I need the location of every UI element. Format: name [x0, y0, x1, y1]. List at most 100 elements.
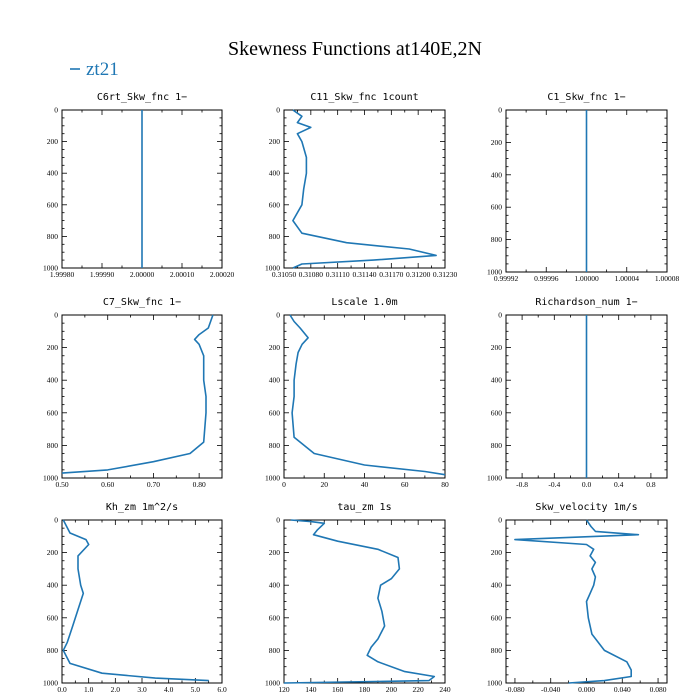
- y-tick-label: 800: [491, 235, 503, 244]
- panel-4: C7_Skw_fnc 1− 0.50 0.60 0.70 0.80 0 200 400 600 8…: [43, 297, 223, 489]
- x-tick-label: 0.040: [614, 685, 631, 694]
- y-tick-label: 400: [269, 581, 281, 590]
- x-tick-label: 0: [282, 480, 286, 489]
- y-tick-label: 800: [47, 232, 59, 241]
- panel-title: C7_Skw_fnc 1−: [103, 297, 181, 308]
- plot-frame: [283, 314, 446, 479]
- x-tick-label: 0.8: [646, 480, 656, 489]
- panel-title: Lscale 1.0m: [331, 297, 397, 308]
- panel-title: tau_zm 1s: [337, 502, 391, 513]
- x-tick-label: 0.31200: [406, 270, 431, 279]
- series-line-1: [283, 519, 436, 684]
- y-tick-label: 600: [269, 408, 281, 417]
- y-tick-label: 800: [269, 646, 281, 655]
- x-tick-label: 1.0: [84, 685, 94, 694]
- y-tick-label: 1000: [43, 264, 58, 273]
- y-tick-label: 0: [276, 516, 280, 525]
- x-tick-label: 4.0: [164, 685, 174, 694]
- x-tick-label: -0.8: [516, 480, 528, 489]
- y-tick-label: 400: [491, 581, 503, 590]
- y-tick-label: 600: [47, 200, 59, 209]
- x-tick-label: 0.31080: [299, 270, 324, 279]
- y-tick-label: 0: [54, 311, 58, 320]
- panel-title: Skw_velocity 1m/s: [535, 502, 637, 513]
- series-line-1: [61, 314, 214, 474]
- y-tick-label: 200: [269, 548, 281, 557]
- x-tick-label: 1.99990: [90, 270, 115, 279]
- series-line-1: [289, 314, 446, 476]
- x-tick-label: 2.0: [111, 685, 121, 694]
- x-tick-label: 0.31140: [352, 270, 376, 279]
- panel-title: C11_Skw_fnc 1count: [310, 92, 418, 103]
- x-tick-label: -0.040: [541, 685, 561, 694]
- y-tick-label: 0: [276, 311, 280, 320]
- y-tick-label: 0: [54, 516, 58, 525]
- x-tick-label: 140: [305, 685, 317, 694]
- x-tick-label: 5.0: [191, 685, 201, 694]
- panel-9: Skw_velocity 1m/s -0.080 -0.040 0.000 0.040 0…: [487, 502, 668, 694]
- y-tick-label: 200: [491, 548, 503, 557]
- x-tick-label: 0.80: [193, 480, 206, 489]
- y-tick-label: 800: [47, 441, 59, 450]
- y-tick-label: 400: [47, 169, 59, 178]
- y-tick-label: 400: [269, 376, 281, 385]
- x-tick-label: 0.31170: [379, 270, 403, 279]
- x-tick-label: 20: [321, 480, 329, 489]
- y-tick-label: 400: [47, 376, 59, 385]
- x-tick-label: 0.4: [614, 480, 624, 489]
- x-tick-label: 1.00000: [574, 274, 599, 283]
- x-tick-label: -0.080: [505, 685, 525, 694]
- x-tick-label: 0.70: [147, 480, 160, 489]
- y-tick-label: 600: [491, 613, 503, 622]
- x-tick-label: 0.31110: [326, 270, 350, 279]
- y-tick-label: 800: [491, 441, 503, 450]
- y-tick-label: 1000: [265, 679, 280, 688]
- y-tick-label: 800: [47, 646, 59, 655]
- panel-title: Kh_zm 1m^2/s: [106, 502, 178, 513]
- panel-title: Richardson_num 1−: [535, 297, 637, 308]
- x-tick-label: 0.31050: [272, 270, 297, 279]
- x-tick-label: 0.99992: [494, 274, 519, 283]
- x-tick-label: 220: [413, 685, 425, 694]
- x-tick-label: 2.00020: [210, 270, 235, 279]
- y-tick-label: 0: [498, 106, 502, 115]
- y-tick-label: 600: [491, 203, 503, 212]
- x-tick-label: 200: [386, 685, 398, 694]
- x-tick-label: 0.0: [57, 685, 67, 694]
- y-tick-label: 0: [498, 516, 502, 525]
- series-line-1: [62, 519, 209, 682]
- plot-frame: [61, 519, 223, 684]
- y-tick-label: 1000: [487, 268, 502, 277]
- legend-label: zt21: [86, 59, 119, 80]
- figure-title: Skewness Functions at140E,2N: [228, 38, 482, 60]
- y-tick-label: 200: [47, 548, 59, 557]
- panel-3: C1_Skw_fnc 1− 0.99992 0.99996 1.00000 1.0000…: [487, 92, 679, 283]
- y-tick-label: 600: [47, 613, 59, 622]
- y-tick-label: 1000: [43, 679, 58, 688]
- y-tick-label: 400: [491, 170, 503, 179]
- x-tick-label: 1.99980: [50, 270, 75, 279]
- x-tick-label: 0.50: [55, 480, 68, 489]
- y-tick-label: 200: [47, 137, 59, 146]
- y-tick-label: 1000: [487, 679, 502, 688]
- y-tick-label: 200: [491, 138, 503, 147]
- y-tick-label: 0: [54, 106, 58, 115]
- panel-6: Richardson_num 1− -0.8 -0.4 0.0 0.4 0.8 0 200 40…: [487, 297, 668, 489]
- x-tick-label: 160: [332, 685, 344, 694]
- series-line-1: [292, 109, 437, 269]
- y-tick-label: 200: [491, 343, 503, 352]
- x-tick-label: 80: [441, 480, 449, 489]
- x-tick-label: 180: [359, 685, 371, 694]
- y-tick-label: 400: [47, 581, 59, 590]
- x-tick-label: 120: [278, 685, 290, 694]
- y-tick-label: 600: [47, 408, 59, 417]
- plot-frame: [283, 519, 446, 684]
- y-tick-label: 0: [276, 106, 280, 115]
- x-tick-label: 3.0: [137, 685, 147, 694]
- x-tick-label: 1.00004: [615, 274, 640, 283]
- x-tick-label: 2.00000: [130, 270, 155, 279]
- y-tick-label: 200: [47, 343, 59, 352]
- y-tick-label: 1000: [43, 474, 58, 483]
